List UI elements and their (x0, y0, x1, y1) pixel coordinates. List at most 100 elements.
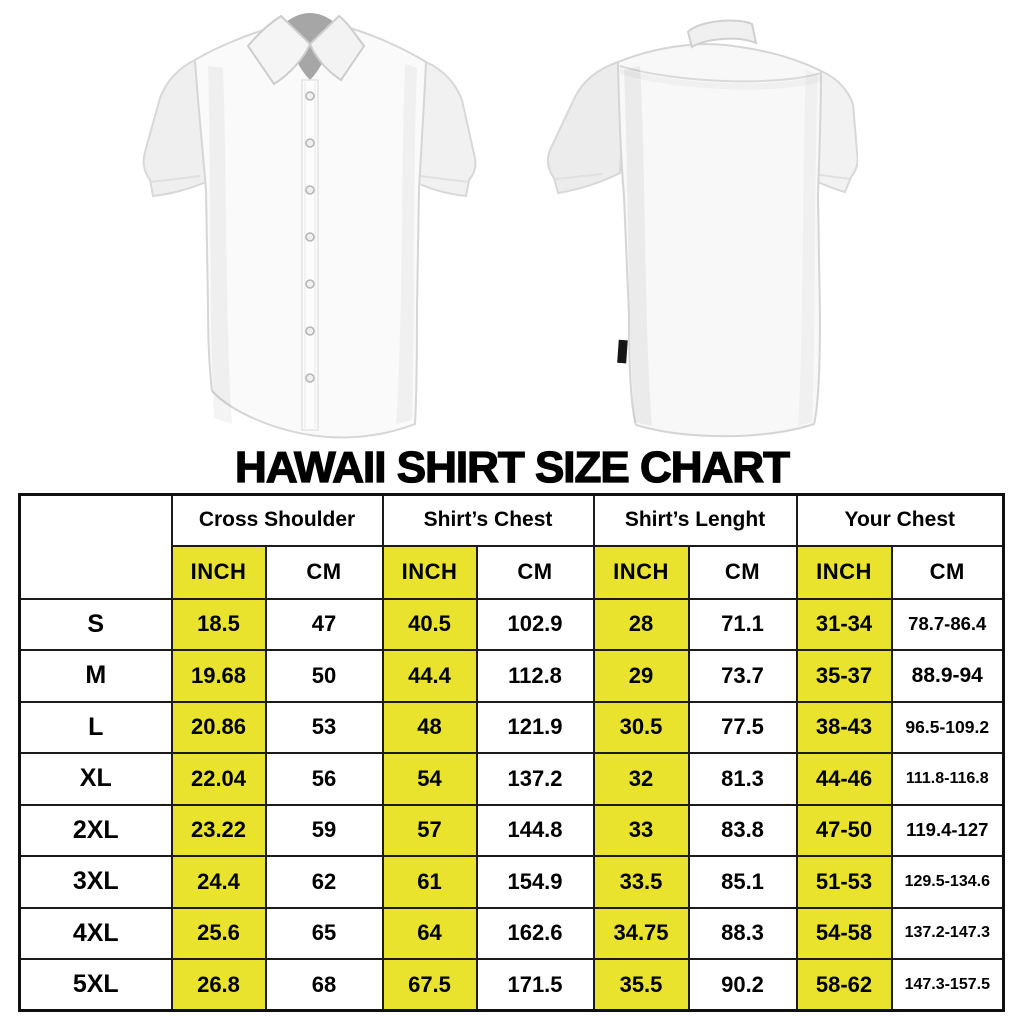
size-row-5XL: 5XL 26.8 68 67.5 171.5 35.5 90.2 58-62 147.3-157… (18, 958, 1005, 1012)
value-cell: 34.75 (592, 906, 690, 960)
value-cell: 62 (264, 855, 384, 909)
value-cell: 56 (264, 752, 384, 806)
shirt-back-photo (540, 16, 858, 442)
size-label: 4XL (18, 906, 173, 960)
value-cell: 38-43 (795, 700, 893, 754)
unit-header-inch: INCH (170, 544, 267, 600)
value-cell: 51-53 (795, 855, 893, 909)
size-label: L (18, 700, 173, 754)
size-label: 5XL (18, 958, 173, 1012)
value-cell: 162.6 (475, 906, 595, 960)
value-cell: 171.5 (475, 958, 595, 1012)
value-cell: 57 (381, 803, 478, 857)
corner-cell (18, 493, 173, 600)
value-cell: 50 (264, 649, 384, 703)
value-cell: 24.4 (170, 855, 267, 909)
shirt-front-icon (142, 13, 477, 439)
value-cell: 144.8 (475, 803, 595, 857)
value-cell: 102.9 (475, 597, 595, 651)
value-cell: 61 (381, 855, 478, 909)
value-cell: 20.86 (170, 700, 267, 754)
value-cell: 119.4-127 (890, 803, 1005, 857)
value-cell: 96.5-109.2 (890, 700, 1005, 754)
value-cell: 54 (381, 752, 478, 806)
value-cell: 44.4 (381, 649, 478, 703)
value-cell: 22.04 (170, 752, 267, 806)
value-cell: 81.3 (687, 752, 798, 806)
value-cell: 83.8 (687, 803, 798, 857)
size-row-L: L 20.86 53 48 121.9 30.5 77.5 38-43 96.5-109.2 (18, 700, 1005, 754)
unit-header-cm: CM (475, 544, 595, 600)
size-chart-table: Cross Shoulder Shirt’s Chest Shirt’s Lengh… (18, 493, 1006, 1012)
value-cell: 33.5 (592, 855, 690, 909)
value-cell: 32 (592, 752, 690, 806)
size-label: M (18, 649, 173, 703)
size-label: XL (18, 752, 173, 806)
value-cell: 73.7 (687, 649, 798, 703)
shirt-front-photo (138, 6, 480, 444)
unit-header-cm: CM (264, 544, 384, 600)
value-cell: 33 (592, 803, 690, 857)
size-label: 3XL (18, 855, 173, 909)
unit-header-cm: CM (890, 544, 1005, 600)
value-cell: 68 (264, 958, 384, 1012)
unit-header-inch: INCH (381, 544, 478, 600)
value-cell: 19.68 (170, 649, 267, 703)
value-cell: 40.5 (381, 597, 478, 651)
value-cell: 44-46 (795, 752, 893, 806)
value-cell: 77.5 (687, 700, 798, 754)
value-cell: 18.5 (170, 597, 267, 651)
value-cell: 23.22 (170, 803, 267, 857)
value-cell: 58-62 (795, 958, 893, 1012)
column-group-header-2: Shirt’s Chest (381, 493, 595, 547)
value-cell: 28 (592, 597, 690, 651)
column-group-header-1: Cross Shoulder (170, 493, 384, 547)
value-cell: 35-37 (795, 649, 893, 703)
value-cell: 67.5 (381, 958, 478, 1012)
value-cell: 54-58 (795, 906, 893, 960)
value-cell: 47 (264, 597, 384, 651)
value-cell: 121.9 (475, 700, 595, 754)
value-cell: 64 (381, 906, 478, 960)
size-row-3XL: 3XL 24.4 62 61 154.9 33.5 85.1 51-53 129.5-134.6 (18, 855, 1005, 909)
value-cell: 88.3 (687, 906, 798, 960)
unit-header-inch: INCH (592, 544, 690, 600)
value-cell: 35.5 (592, 958, 690, 1012)
table-header: Cross Shoulder Shirt’s Chest Shirt’s Lengh… (18, 493, 1005, 600)
value-cell: 59 (264, 803, 384, 857)
size-label: S (18, 597, 173, 651)
value-cell: 29 (592, 649, 690, 703)
value-cell: 154.9 (475, 855, 595, 909)
shirt-back-icon (546, 19, 858, 438)
size-label: 2XL (18, 803, 173, 857)
value-cell: 25.6 (170, 906, 267, 960)
value-cell: 26.8 (170, 958, 267, 1012)
size-row-4XL: 4XL 25.6 65 64 162.6 34.75 88.3 54-58 137.2-147.… (18, 906, 1005, 960)
size-row-2XL: 2XL 23.22 59 57 144.8 33 83.8 47-50 119.4-127 (18, 803, 1005, 857)
size-row-M: M 19.68 50 44.4 112.8 29 73.7 35-37 88.9-94 (18, 649, 1005, 703)
value-cell: 31-34 (795, 597, 893, 651)
value-cell: 112.8 (475, 649, 595, 703)
value-cell: 30.5 (592, 700, 690, 754)
column-group-header-3: Shirt’s Lenght (592, 493, 798, 547)
value-cell: 85.1 (687, 855, 798, 909)
value-cell: 111.8-116.8 (890, 752, 1005, 806)
value-cell: 78.7-86.4 (890, 597, 1005, 651)
value-cell: 53 (264, 700, 384, 754)
value-cell: 71.1 (687, 597, 798, 651)
value-cell: 129.5-134.6 (890, 855, 1005, 909)
value-cell: 88.9-94 (890, 649, 1005, 703)
column-group-header-4: Your Chest (795, 493, 1005, 547)
value-cell: 90.2 (687, 958, 798, 1012)
value-cell: 48 (381, 700, 478, 754)
size-row-XL: XL 22.04 56 54 137.2 32 81.3 44-46 111.8-116.8 (18, 752, 1005, 806)
value-cell: 137.2-147.3 (890, 906, 1005, 960)
value-cell: 65 (264, 906, 384, 960)
unit-header-cm: CM (687, 544, 798, 600)
table-body: S 18.5 47 40.5 102.9 28 71.1 31-34 78.7-86.4 M 19.… (18, 597, 1005, 1012)
value-cell: 147.3-157.5 (890, 958, 1005, 1012)
size-row-S: S 18.5 47 40.5 102.9 28 71.1 31-34 78.7-86.4 (18, 597, 1005, 651)
value-cell: 137.2 (475, 752, 595, 806)
unit-header-inch: INCH (795, 544, 893, 600)
